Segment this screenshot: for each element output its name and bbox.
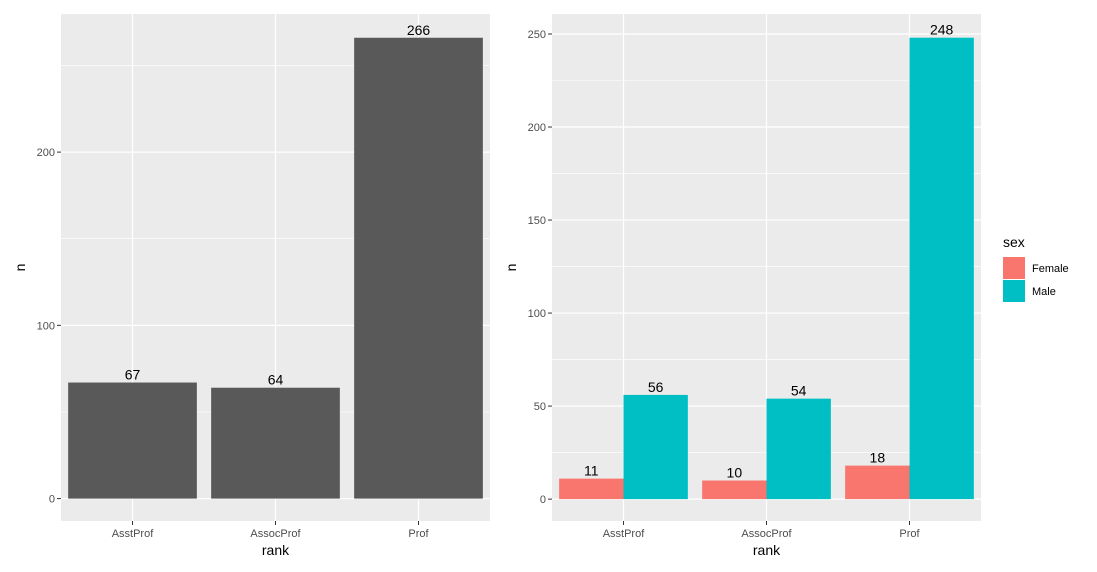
data-label: 56 — [648, 379, 664, 395]
bar-male — [766, 398, 831, 500]
data-label: 266 — [407, 22, 431, 38]
data-label: 10 — [727, 464, 743, 480]
y-axis-title: n — [12, 264, 28, 272]
legend-key-female — [1003, 257, 1025, 279]
data-label: 18 — [870, 450, 886, 466]
legend: sex Female Male — [1003, 234, 1069, 302]
bar — [68, 382, 197, 499]
bar — [354, 37, 483, 499]
data-label: 11 — [584, 463, 599, 479]
y-tick-label: 100 — [37, 320, 55, 332]
x-tick-label: AsstProf — [112, 528, 155, 540]
y-tick-labels: 0 50 100 150 200 250 — [528, 29, 552, 506]
x-tick-label: AssocProf — [741, 528, 792, 540]
legend-items: Female Male — [1003, 257, 1069, 302]
y-tick-label: 250 — [528, 29, 546, 41]
chart-left: 67 64 266 0 100 200 AsstProf AssocProf Prof ra… — [12, 14, 490, 558]
y-tick-label: 150 — [528, 215, 546, 227]
data-label: 248 — [930, 22, 954, 38]
bar-male — [909, 37, 974, 500]
y-tick-label: 100 — [528, 308, 546, 320]
bars: 67 64 266 — [68, 22, 483, 499]
legend-key-male — [1003, 280, 1025, 302]
x-tick-label: AsstProf — [603, 528, 646, 540]
y-tick-label: 0 — [540, 494, 546, 506]
y-tick-labels: 0 100 200 — [37, 147, 61, 506]
bar-female — [845, 465, 910, 500]
data-label: 67 — [125, 367, 141, 383]
x-axis-title: rank — [262, 542, 290, 558]
y-tick-label: 0 — [49, 494, 55, 506]
x-axis-title: rank — [753, 542, 781, 558]
x-tick-labels: AsstProf AssocProf Prof — [112, 521, 430, 540]
y-tick-label: 200 — [528, 122, 546, 134]
bar — [211, 387, 340, 499]
data-label: 64 — [268, 372, 284, 388]
bar-female — [559, 478, 624, 500]
legend-title: sex — [1003, 234, 1025, 250]
x-tick-label: Prof — [408, 528, 429, 540]
y-axis-title: n — [503, 264, 519, 272]
data-label: 54 — [791, 383, 807, 399]
bar-female — [702, 480, 767, 500]
legend-label: Female — [1032, 263, 1069, 275]
x-tick-label: Prof — [899, 528, 920, 540]
bars: 11 10 18 56 54 248 — [559, 22, 974, 500]
y-tick-label: 50 — [534, 401, 546, 413]
legend-label: Male — [1032, 286, 1056, 298]
bar-male — [623, 394, 688, 500]
x-tick-labels: AsstProf AssocProf Prof — [603, 521, 921, 540]
y-tick-label: 200 — [37, 147, 55, 159]
x-tick-label: AssocProf — [250, 528, 301, 540]
